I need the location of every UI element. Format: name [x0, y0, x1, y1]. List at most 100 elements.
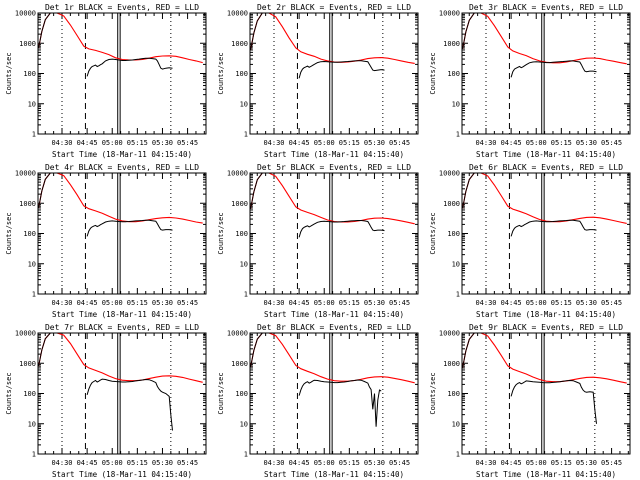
- x-tick-label: 04:30: [263, 459, 284, 467]
- x-tick-label: 04:45: [289, 459, 310, 467]
- events-series-line: [86, 219, 173, 237]
- x-tick-label: 05:45: [389, 139, 410, 147]
- y-tick-label: 1000: [19, 360, 36, 368]
- y-tick-label: 10: [28, 100, 36, 108]
- x-tick-label: 05:45: [389, 299, 410, 307]
- x-axis-label: Start Time (18-Mar-11 04:15:40): [52, 150, 192, 159]
- x-tick-label: 05:45: [177, 299, 198, 307]
- x-tick-label: 05:15: [339, 459, 360, 467]
- x-tick-label: 05:30: [576, 139, 597, 147]
- panel-title: Det 1r BLACK = Events, RED = LLD: [45, 3, 199, 12]
- lld-series-line: [38, 12, 203, 64]
- y-tick-label: 1: [244, 291, 248, 299]
- y-tick-label: 10: [452, 100, 460, 108]
- y-tick-label: 1000: [443, 40, 460, 48]
- x-tick-label: 04:45: [501, 459, 522, 467]
- panel-title: Det 4r BLACK = Events, RED = LLD: [45, 163, 199, 172]
- y-tick-label: 100: [447, 230, 460, 238]
- events-series-line: [250, 332, 269, 368]
- y-tick-label: 1: [456, 451, 460, 459]
- y-tick-label: 1: [32, 451, 36, 459]
- x-axis-label: Start Time (18-Mar-11 04:15:40): [476, 310, 616, 319]
- y-tick-label: 1000: [19, 40, 36, 48]
- panel-9r: Det 9r BLACK = Events, RED = LLD Counts/s…: [429, 323, 631, 479]
- x-tick-label: 05:00: [314, 299, 335, 307]
- events-series-line: [510, 219, 597, 237]
- y-tick-label: 10000: [15, 10, 36, 18]
- panel-3r: Det 3r BLACK = Events, RED = LLD Counts/s…: [429, 3, 631, 159]
- y-tick-label: 1: [244, 451, 248, 459]
- x-tick-label: 04:30: [475, 459, 496, 467]
- x-tick-label: 05:45: [177, 139, 198, 147]
- panel-7r: Det 7r BLACK = Events, RED = LLD Counts/s…: [5, 323, 207, 479]
- x-tick-label: 04:45: [77, 299, 98, 307]
- x-tick-label: 05:15: [127, 299, 148, 307]
- x-tick-label: 04:45: [501, 139, 522, 147]
- panel-5r: Det 5r BLACK = Events, RED = LLD Counts/s…: [217, 163, 419, 319]
- x-tick-label: 05:30: [152, 299, 173, 307]
- events-series-line: [510, 379, 597, 424]
- x-tick-label: 04:30: [475, 139, 496, 147]
- x-tick-label: 05:00: [526, 459, 547, 467]
- plot-frame: [37, 332, 207, 455]
- y-axis-label: Counts/sec: [5, 52, 13, 94]
- plot-frame: [249, 332, 419, 455]
- events-series-line: [298, 60, 385, 79]
- events-series-line: [38, 172, 57, 208]
- panel-title: Det 6r BLACK = Events, RED = LLD: [469, 163, 623, 172]
- x-axis-label: Start Time (18-Mar-11 04:15:40): [52, 310, 192, 319]
- panel-title: Det 9r BLACK = Events, RED = LLD: [469, 323, 623, 332]
- y-tick-label: 100: [235, 70, 248, 78]
- x-tick-label: 05:30: [152, 139, 173, 147]
- lld-series-line: [462, 12, 627, 65]
- y-tick-label: 10: [28, 260, 36, 268]
- y-tick-label: 10000: [439, 10, 460, 18]
- x-tick-label: 05:00: [102, 139, 123, 147]
- y-tick-label: 1: [32, 291, 36, 299]
- x-tick-label: 04:30: [51, 459, 72, 467]
- x-tick-label: 04:45: [501, 299, 522, 307]
- y-tick-label: 10000: [439, 330, 460, 338]
- plot-frame: [249, 12, 419, 135]
- y-tick-label: 1000: [443, 360, 460, 368]
- y-axis-label: Counts/sec: [5, 372, 13, 414]
- lld-series-line: [38, 172, 203, 224]
- x-tick-label: 04:45: [77, 139, 98, 147]
- y-axis-label: Counts/sec: [217, 372, 225, 414]
- y-tick-label: 10: [28, 420, 36, 428]
- x-tick-label: 04:30: [263, 139, 284, 147]
- y-tick-label: 1000: [443, 200, 460, 208]
- panel-title: Det 3r BLACK = Events, RED = LLD: [469, 3, 623, 12]
- y-tick-label: 100: [447, 390, 460, 398]
- y-tick-label: 10000: [227, 330, 248, 338]
- x-axis-label: Start Time (18-Mar-11 04:15:40): [264, 150, 404, 159]
- y-axis-label: Counts/sec: [5, 212, 13, 254]
- panel-2r: Det 2r BLACK = Events, RED = LLD Counts/s…: [217, 3, 419, 159]
- y-tick-label: 100: [235, 230, 248, 238]
- lld-series-line: [250, 172, 415, 225]
- x-axis-label: Start Time (18-Mar-11 04:15:40): [476, 470, 616, 479]
- y-tick-label: 1000: [231, 40, 248, 48]
- x-tick-label: 04:30: [51, 299, 72, 307]
- lld-series-line: [462, 332, 627, 384]
- y-tick-label: 10: [452, 260, 460, 268]
- x-tick-label: 05:30: [576, 459, 597, 467]
- y-tick-label: 100: [23, 390, 36, 398]
- plot-frame: [461, 12, 631, 135]
- x-tick-label: 05:15: [551, 299, 572, 307]
- events-series-line: [298, 379, 382, 427]
- x-tick-label: 05:00: [102, 299, 123, 307]
- y-tick-label: 10000: [15, 170, 36, 178]
- x-tick-label: 04:45: [289, 299, 310, 307]
- panel-8r: Det 8r BLACK = Events, RED = LLD Counts/s…: [217, 323, 419, 479]
- x-tick-label: 05:15: [127, 139, 148, 147]
- x-tick-label: 05:30: [364, 299, 385, 307]
- y-tick-label: 1: [456, 291, 460, 299]
- x-tick-label: 05:30: [364, 459, 385, 467]
- panel-6r: Det 6r BLACK = Events, RED = LLD Counts/s…: [429, 163, 631, 319]
- x-tick-label: 05:30: [576, 299, 597, 307]
- x-tick-label: 05:15: [339, 139, 360, 147]
- x-tick-label: 05:30: [364, 139, 385, 147]
- y-tick-label: 1000: [231, 200, 248, 208]
